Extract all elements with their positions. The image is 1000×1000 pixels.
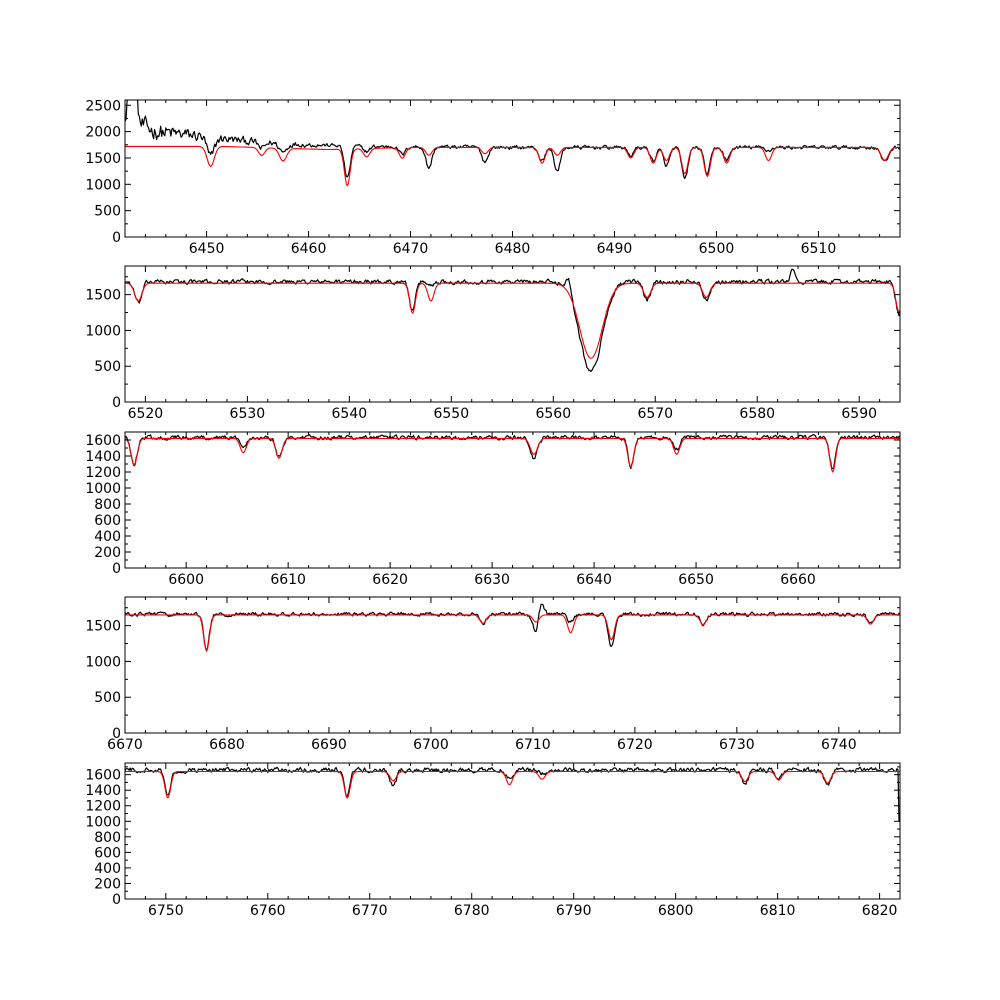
x-tick-label: 6580: [739, 406, 775, 422]
x-tick-label: 6600: [168, 572, 204, 588]
x-tick-label: 6750: [148, 903, 184, 919]
observed-spectrum-line: [125, 766, 900, 822]
model-spectrum-line: [125, 770, 900, 799]
x-tick-label: 6540: [332, 406, 368, 422]
x-tick-label: 6640: [576, 572, 612, 588]
x-tick-label: 6530: [230, 406, 266, 422]
y-tick-label: 500: [94, 690, 121, 706]
y-tick-label: 500: [94, 359, 121, 375]
x-tick-label: 6680: [209, 737, 245, 753]
y-tick-label: 200: [94, 876, 121, 892]
plot-frame: [124, 265, 901, 403]
y-tick-label: 1000: [85, 323, 121, 339]
x-tick-label: 6510: [801, 241, 837, 257]
x-tick-label: 6790: [556, 903, 592, 919]
spectrum-panel-1: 6450 6460 6470 6480 6490 6500 6510 0 500 1000 1500…: [85, 98, 901, 257]
y-tick-label: 200: [94, 545, 121, 561]
spectrum-panel-2: 6520 6530 6540 6550 6560 6570 6580 6590 0 500 1000…: [85, 265, 901, 422]
y-tick-label: 1500: [85, 619, 121, 635]
x-tick-label: 6800: [658, 903, 694, 919]
y-tick-label: 1600: [85, 768, 121, 784]
observed-spectrum-line: [125, 268, 900, 372]
x-tick-label: 6760: [250, 903, 286, 919]
model-spectrum-line: [125, 437, 900, 473]
x-tick-label: 6770: [352, 903, 388, 919]
observed-spectrum-line: [125, 100, 900, 180]
y-tick-label: 400: [94, 861, 121, 877]
x-tick-label: 6820: [862, 903, 898, 919]
observed-spectrum-line: [125, 434, 900, 470]
x-tick-label: 6550: [433, 406, 469, 422]
x-tick-label: 6490: [597, 241, 633, 257]
y-tick-label: 0: [112, 892, 121, 908]
x-tick-label: 6690: [311, 737, 347, 753]
model-spectrum-line: [125, 282, 900, 359]
y-tick-label: 0: [112, 561, 121, 577]
y-tick-label: 1400: [85, 783, 121, 799]
y-tick-label: 800: [94, 497, 121, 513]
y-tick-label: 400: [94, 529, 121, 545]
plot-frame: [124, 596, 901, 734]
x-tick-label: 6610: [270, 572, 306, 588]
y-tick-label: 0: [112, 395, 121, 411]
x-tick-label: 6620: [372, 572, 408, 588]
model-spectrum-line: [125, 145, 900, 187]
spectrum-panel-3: 6600 6610 6620 6630 6640 6650 6660 020040060080…: [85, 431, 901, 588]
y-tick-label: 800: [94, 830, 121, 846]
y-tick-label: 500: [94, 204, 121, 220]
y-tick-label: 1000: [85, 481, 121, 497]
x-tick-label: 6500: [699, 241, 735, 257]
y-tick-label: 0: [112, 726, 121, 742]
x-tick-label: 6810: [760, 903, 796, 919]
x-tick-label: 6590: [841, 406, 877, 422]
y-tick-label: 600: [94, 845, 121, 861]
x-tick-label: 6520: [128, 406, 164, 422]
spectrum-panel-5: 6750 6760 6770 6780 6790 6800 6810 6820 02004006…: [85, 762, 901, 919]
x-tick-label: 6780: [454, 903, 490, 919]
y-tick-label: 1500: [85, 288, 121, 304]
y-tick-label: 1000: [85, 177, 121, 193]
x-tick-label: 6670: [107, 737, 143, 753]
x-tick-label: 6730: [719, 737, 755, 753]
plot-frame: [124, 99, 901, 238]
y-tick-label: 1400: [85, 449, 121, 465]
x-tick-label: 6660: [780, 572, 816, 588]
y-tick-label: 600: [94, 513, 121, 529]
x-tick-label: 6480: [495, 241, 531, 257]
x-tick-label: 6460: [291, 241, 327, 257]
y-tick-label: 1600: [85, 433, 121, 449]
y-tick-label: 1200: [85, 799, 121, 815]
x-tick-label: 6470: [393, 241, 429, 257]
observed-spectrum-line: [125, 603, 900, 652]
x-tick-label: 6560: [535, 406, 571, 422]
x-tick-label: 6650: [678, 572, 714, 588]
x-tick-label: 6450: [189, 241, 225, 257]
spectrum-panel-4: 6670 6680 6690 6700 6710 6720 6730 6740 0 500 1000…: [85, 596, 901, 753]
y-tick-label: 1000: [85, 654, 121, 670]
y-tick-label: 1200: [85, 465, 121, 481]
x-tick-label: 6570: [637, 406, 673, 422]
y-tick-label: 2000: [85, 125, 121, 141]
x-tick-label: 6630: [474, 572, 510, 588]
y-tick-label: 1000: [85, 814, 121, 830]
plot-frame: [124, 762, 901, 900]
y-tick-label: 2500: [85, 98, 121, 114]
model-spectrum-line: [125, 614, 900, 652]
x-tick-label: 6710: [515, 737, 551, 753]
x-tick-label: 6740: [821, 737, 857, 753]
x-tick-label: 6720: [617, 737, 653, 753]
x-tick-label: 6700: [413, 737, 449, 753]
y-tick-label: 0: [112, 230, 121, 246]
plot-frame: [124, 431, 901, 569]
y-tick-label: 1500: [85, 151, 121, 167]
